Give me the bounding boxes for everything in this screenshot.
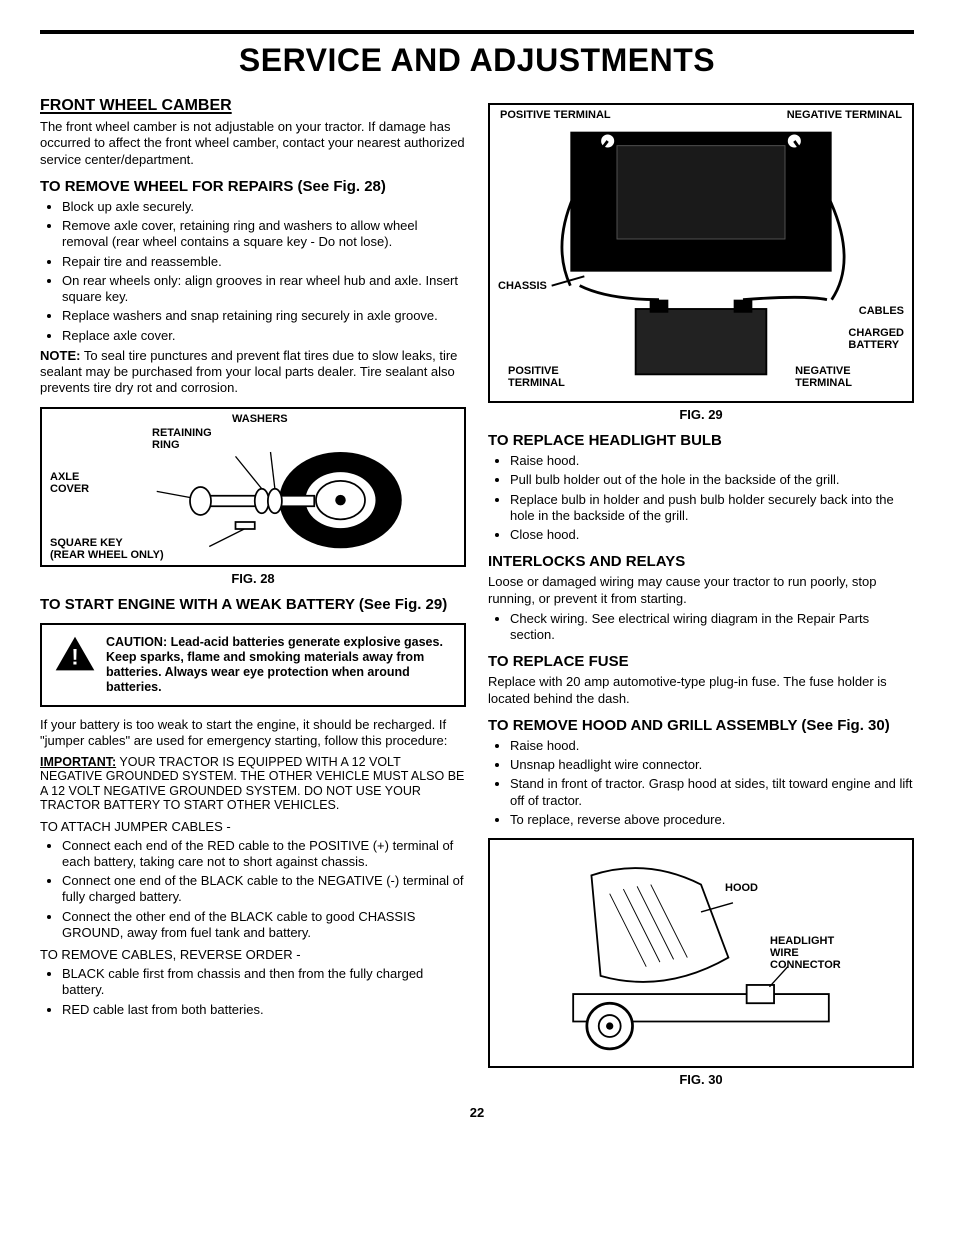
list-item: Replace axle cover. [62, 328, 466, 344]
fig28-label-retaining-ring: RETAINING RING [152, 427, 212, 451]
caution-box: ! CAUTION: Lead-acid batteries generate … [40, 623, 466, 707]
fig30-label-hood: HOOD [725, 882, 758, 894]
list-item: Pull bulb holder out of the hole in the … [510, 472, 914, 488]
note-lead: NOTE: [40, 348, 80, 363]
list-wheel-steps: Block up axle securely. Remove axle cove… [40, 199, 466, 344]
page-title: SERVICE AND ADJUSTMENTS [40, 42, 914, 79]
page-number: 22 [40, 1105, 914, 1120]
fig28-label-square-key: SQUARE KEY (REAR WHEEL ONLY) [50, 537, 164, 561]
figure-30: HOOD HEADLIGHT WIRE CONNECTOR [488, 838, 914, 1068]
fig28-caption: FIG. 28 [40, 571, 466, 586]
heading-hood: TO REMOVE HOOD AND GRILL ASSEMBLY (See F… [488, 717, 914, 734]
figure-29: POSITIVE TERMINAL NEGATIVE TERMINAL CHAS… [488, 103, 914, 403]
list-item: Stand in front of tractor. Grasp hood at… [510, 776, 914, 809]
fig29-label-charged-batt: CHARGED BATTERY [848, 327, 904, 351]
fig29-label-cables: CABLES [859, 305, 904, 317]
list-interlock-steps: Check wiring. See electrical wiring diag… [488, 611, 914, 644]
heading-front-wheel-camber: FRONT WHEEL CAMBER [40, 97, 466, 115]
fig29-label-chassis: CHASSIS [498, 280, 547, 292]
list-item: Block up axle securely. [62, 199, 466, 215]
list-item: Close hood. [510, 527, 914, 543]
fig29-label-neg-bot: NEGATIVE TERMINAL [795, 365, 852, 389]
fig28-svg [50, 417, 456, 557]
heading-remove-wheel: TO REMOVE WHEEL FOR REPAIRS (See Fig. 28… [40, 178, 466, 195]
paragraph-camber: The front wheel camber is not adjustable… [40, 119, 466, 168]
fig29-caption: FIG. 29 [488, 407, 914, 422]
list-item: Replace washers and snap retaining ring … [62, 308, 466, 324]
note-body: To seal tire punctures and prevent flat … [40, 348, 457, 396]
fig28-label-washers: WASHERS [232, 413, 288, 425]
fig30-label-connector: HEADLIGHT WIRE CONNECTOR [770, 935, 841, 971]
heading-weak-battery: TO START ENGINE WITH A WEAK BATTERY (See… [40, 596, 466, 613]
list-item: Connect each end of the RED cable to the… [62, 838, 466, 871]
right-column: POSITIVE TERMINAL NEGATIVE TERMINAL CHAS… [488, 93, 914, 1097]
list-item: Raise hood. [510, 453, 914, 469]
list-item: Unsnap headlight wire connector. [510, 757, 914, 773]
list-item: Check wiring. See electrical wiring diag… [510, 611, 914, 644]
list-item: Repair tire and reassemble. [62, 254, 466, 270]
svg-text:!: ! [71, 644, 78, 669]
list-item: On rear wheels only: align grooves in re… [62, 273, 466, 306]
fig28-label-axle-cover: AXLE COVER [50, 471, 89, 495]
columns: FRONT WHEEL CAMBER The front wheel cambe… [40, 93, 914, 1097]
fig29-label-pos-bot: POSITIVE TERMINAL [508, 365, 565, 389]
important-lead: IMPORTANT: [40, 755, 116, 769]
fig30-caption: FIG. 30 [488, 1072, 914, 1087]
remove-cables-heading: TO REMOVE CABLES, REVERSE ORDER - [40, 947, 466, 962]
fig29-label-neg-top: NEGATIVE TERMINAL [787, 109, 902, 121]
top-rule [40, 30, 914, 34]
paragraph-recharge: If your battery is too weak to start the… [40, 717, 466, 750]
list-remove-steps: BLACK cable first from chassis and then … [40, 966, 466, 1018]
list-headlight-steps: Raise hood. Pull bulb holder out of the … [488, 453, 914, 543]
attach-cables-heading: TO ATTACH JUMPER CABLES - [40, 819, 466, 834]
heading-fuse: TO REPLACE FUSE [488, 653, 914, 670]
list-attach-steps: Connect each end of the RED cable to the… [40, 838, 466, 942]
note-paragraph: NOTE: To seal tire punctures and prevent… [40, 348, 466, 397]
list-item: Raise hood. [510, 738, 914, 754]
caution-lead: CAUTION: [106, 635, 167, 649]
list-item: Connect one end of the BLACK cable to th… [62, 873, 466, 906]
fig29-svg [498, 113, 904, 393]
heading-interlocks: INTERLOCKS AND RELAYS [488, 553, 914, 570]
list-item: Replace bulb in holder and push bulb hol… [510, 492, 914, 525]
list-item: To replace, reverse above procedure. [510, 812, 914, 828]
left-column: FRONT WHEEL CAMBER The front wheel cambe… [40, 93, 466, 1097]
warning-icon: ! [54, 635, 96, 678]
paragraph-interlocks: Loose or damaged wiring may cause your t… [488, 574, 914, 607]
paragraph-fuse: Replace with 20 amp automotive-type plug… [488, 674, 914, 707]
fig29-label-pos-top: POSITIVE TERMINAL [500, 109, 611, 121]
list-item: Remove axle cover, retaining ring and wa… [62, 218, 466, 251]
list-item: Connect the other end of the BLACK cable… [62, 909, 466, 942]
list-item: RED cable last from both batteries. [62, 1002, 466, 1018]
important-paragraph: IMPORTANT: YOUR TRACTOR IS EQUIPPED WITH… [40, 755, 466, 813]
fig30-svg [498, 848, 904, 1058]
list-item: BLACK cable first from chassis and then … [62, 966, 466, 999]
list-hood-steps: Raise hood. Unsnap headlight wire connec… [488, 738, 914, 828]
heading-headlight: TO REPLACE HEADLIGHT BULB [488, 432, 914, 449]
figure-28: WASHERS RETAINING RING AXLE COVER SQUARE… [40, 407, 466, 567]
caution-text: CAUTION: Lead-acid batteries generate ex… [106, 635, 454, 695]
